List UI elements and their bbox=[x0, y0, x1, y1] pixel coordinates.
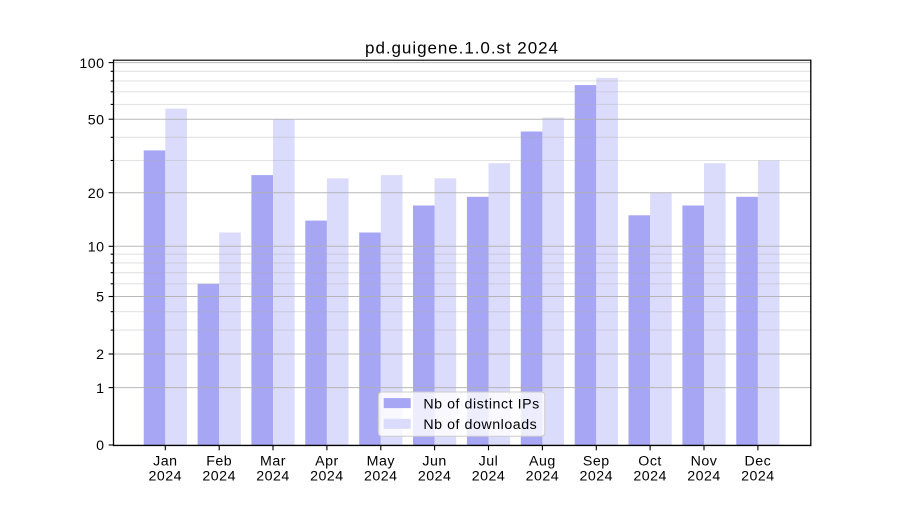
svg-text:2024: 2024 bbox=[741, 469, 775, 485]
svg-text:May: May bbox=[367, 453, 396, 469]
svg-text:2: 2 bbox=[96, 347, 104, 363]
svg-text:10: 10 bbox=[88, 240, 105, 256]
svg-text:Nb of downloads: Nb of downloads bbox=[423, 417, 537, 433]
svg-text:50: 50 bbox=[88, 112, 105, 128]
svg-text:1: 1 bbox=[96, 381, 104, 397]
svg-text:0: 0 bbox=[96, 438, 104, 454]
svg-text:Nov: Nov bbox=[691, 453, 718, 469]
svg-text:2024: 2024 bbox=[364, 469, 398, 485]
svg-text:Feb: Feb bbox=[206, 453, 232, 469]
svg-text:2024: 2024 bbox=[472, 469, 506, 485]
svg-text:2024: 2024 bbox=[202, 469, 236, 485]
svg-text:2024: 2024 bbox=[418, 469, 452, 485]
svg-text:2024: 2024 bbox=[149, 469, 183, 485]
svg-text:2024: 2024 bbox=[687, 469, 721, 485]
svg-text:Nb of distinct IPs: Nb of distinct IPs bbox=[423, 396, 539, 412]
svg-text:Mar: Mar bbox=[260, 453, 286, 469]
svg-text:Aug: Aug bbox=[529, 453, 556, 469]
svg-text:Jun: Jun bbox=[422, 453, 446, 469]
svg-text:2024: 2024 bbox=[633, 469, 667, 485]
svg-text:pd.guigene.1.0.st 2024: pd.guigene.1.0.st 2024 bbox=[365, 39, 559, 58]
svg-text:100: 100 bbox=[79, 56, 104, 72]
svg-text:2024: 2024 bbox=[526, 469, 560, 485]
svg-text:5: 5 bbox=[96, 290, 104, 306]
svg-text:20: 20 bbox=[88, 186, 105, 202]
svg-text:Sep: Sep bbox=[583, 453, 610, 469]
svg-text:Jan: Jan bbox=[153, 453, 177, 469]
svg-text:2024: 2024 bbox=[580, 469, 614, 485]
svg-text:2024: 2024 bbox=[256, 469, 290, 485]
svg-text:Oct: Oct bbox=[638, 453, 662, 469]
svg-text:Apr: Apr bbox=[315, 453, 339, 469]
svg-text:Jul: Jul bbox=[479, 453, 499, 469]
svg-text:Dec: Dec bbox=[745, 453, 772, 469]
svg-text:2024: 2024 bbox=[310, 469, 344, 485]
